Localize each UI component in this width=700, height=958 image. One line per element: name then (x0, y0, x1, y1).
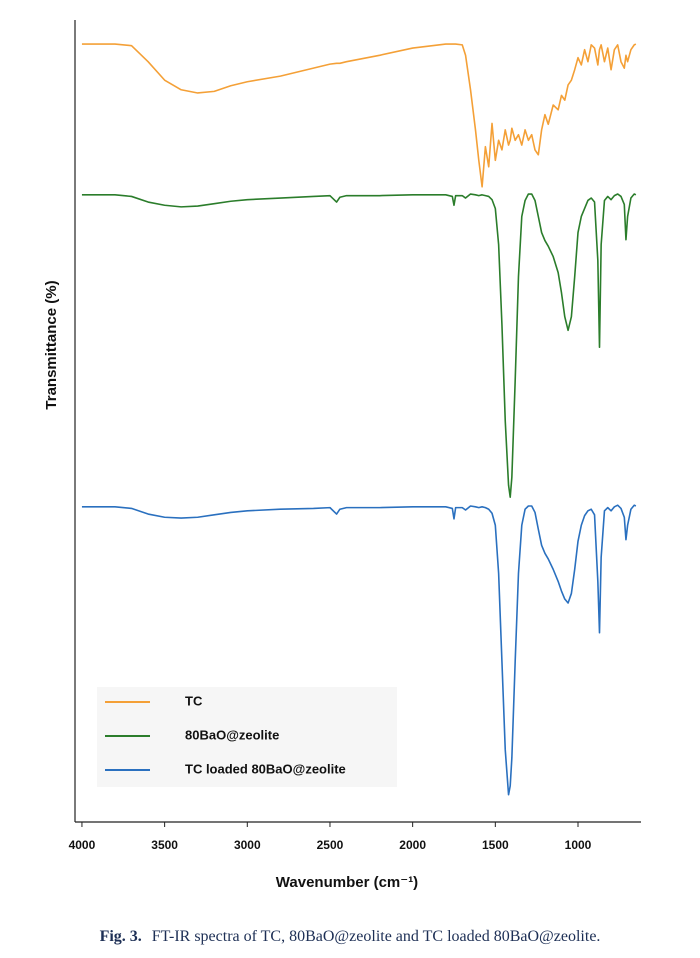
caption-text: FT-IR spectra of TC, 80BaO@zeolite and T… (152, 928, 601, 945)
x-tick-label: 2000 (399, 838, 426, 852)
x-tick-label: 2500 (317, 838, 344, 852)
x-tick-label: 3000 (234, 838, 261, 852)
y-axis-label: Transmittance (%) (43, 280, 60, 409)
legend-label: TC (185, 693, 203, 708)
x-tick-label: 3500 (151, 838, 178, 852)
x-tick-label: 1000 (565, 838, 592, 852)
x-tick-label: 1500 (482, 838, 509, 852)
caption: Fig. 3. FT-IR spectra of TC, 80BaO@zeolit… (100, 928, 601, 945)
spectrum-line (81, 43, 637, 188)
spectrum-line (81, 193, 637, 498)
spectrum-line (81, 504, 637, 796)
caption-label: Fig. 3. (100, 928, 142, 945)
legend-label: 80BaO@zeolite (185, 727, 279, 742)
legend-label: TC loaded 80BaO@zeolite (185, 761, 346, 776)
x-axis-label: Wavenumber (cm⁻¹) (276, 874, 418, 891)
x-tick-label: 4000 (69, 838, 96, 852)
